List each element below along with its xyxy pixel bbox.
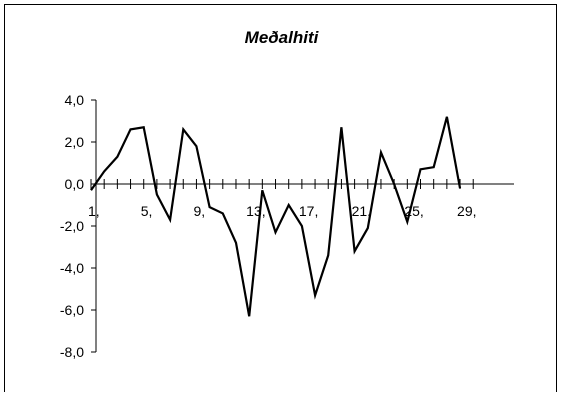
- series-line-medalhiti: [90, 116, 462, 317]
- x-tick-label: 21,: [352, 203, 371, 219]
- x-tick-label: 9,: [193, 203, 205, 219]
- x-tick-label: 13,: [246, 203, 265, 219]
- x-tick-label: 17,: [299, 203, 318, 219]
- y-tick-label: -2,0: [60, 218, 84, 234]
- y-tick-label: 0,0: [65, 176, 85, 192]
- y-tick-label: 4,0: [65, 92, 85, 108]
- x-tick-label: 29,: [457, 203, 476, 219]
- y-tick-label: -8,0: [60, 344, 84, 360]
- y-tick-label: 2,0: [65, 134, 85, 150]
- x-tick-label: 1,: [88, 203, 100, 219]
- y-tick-label: -4,0: [60, 260, 84, 276]
- x-tick-label: 5,: [141, 203, 153, 219]
- y-tick-label: -6,0: [60, 302, 84, 318]
- chart-title: Meðalhiti: [244, 28, 319, 47]
- x-tick-label: 25,: [404, 203, 423, 219]
